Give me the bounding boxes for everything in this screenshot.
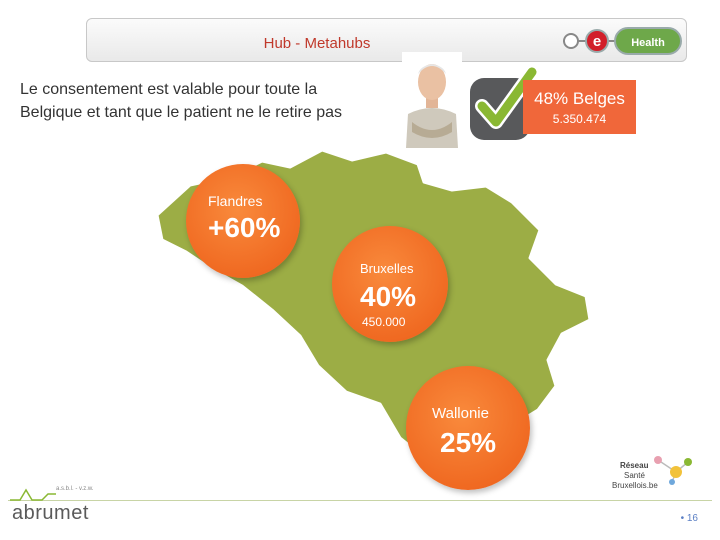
- abrumet-wave-icon: [10, 488, 56, 501]
- reseau-line1: Réseau: [620, 461, 649, 470]
- bruxelles-value: 40%: [360, 281, 417, 312]
- ehealth-logo: e Health: [563, 27, 682, 55]
- intro-line-2: Belgique et tant que le patient ne le re…: [20, 104, 342, 121]
- intro-line-1: Le consentement est valable pour toute l…: [20, 81, 318, 98]
- bruxelles-bubble: Bruxelles 40% 450.000: [332, 226, 448, 342]
- belgians-percent: 48% Belges: [534, 89, 625, 108]
- belgians-count: 5.350.474: [552, 112, 607, 126]
- reseau-logo-icon: [654, 456, 692, 485]
- reseau-line3: Bruxellois.be: [612, 481, 658, 490]
- title-bar: Hub - Metahubs e Health: [86, 18, 687, 62]
- flandres-bubble: Flandres +60%: [186, 164, 300, 278]
- slide-title: Hub - Metahubs: [263, 35, 371, 52]
- page-number: • 16: [680, 513, 698, 524]
- abrumet-logo: abrumet: [12, 502, 89, 524]
- flandres-label: Flandres: [208, 193, 263, 209]
- flandres-value: +60%: [208, 212, 281, 243]
- bruxelles-count: 450.000: [362, 315, 406, 329]
- wallonie-label: Wallonie: [432, 405, 489, 422]
- wallonie-bubble: Wallonie 25%: [406, 366, 530, 490]
- reseau-line2: Santé: [624, 471, 645, 480]
- bruxelles-label: Bruxelles: [360, 261, 414, 276]
- wallonie-value: 25%: [440, 427, 497, 458]
- checkmark-icon: [470, 65, 539, 140]
- svg-text:Health: Health: [631, 37, 665, 49]
- abrumet-tagline: a.s.b.l. - v.z.w.: [56, 486, 94, 492]
- belgians-stat-box: 48% Belges 5.350.474: [523, 80, 636, 134]
- patient-photo: [402, 52, 462, 148]
- svg-text:e: e: [593, 33, 601, 50]
- intro-text: Le consentement est valable pour toute l…: [20, 78, 400, 124]
- footer-separator: [8, 500, 712, 501]
- reseau-sante-bruxellois-logo: Réseau Santé Bruxellois.be: [610, 452, 700, 496]
